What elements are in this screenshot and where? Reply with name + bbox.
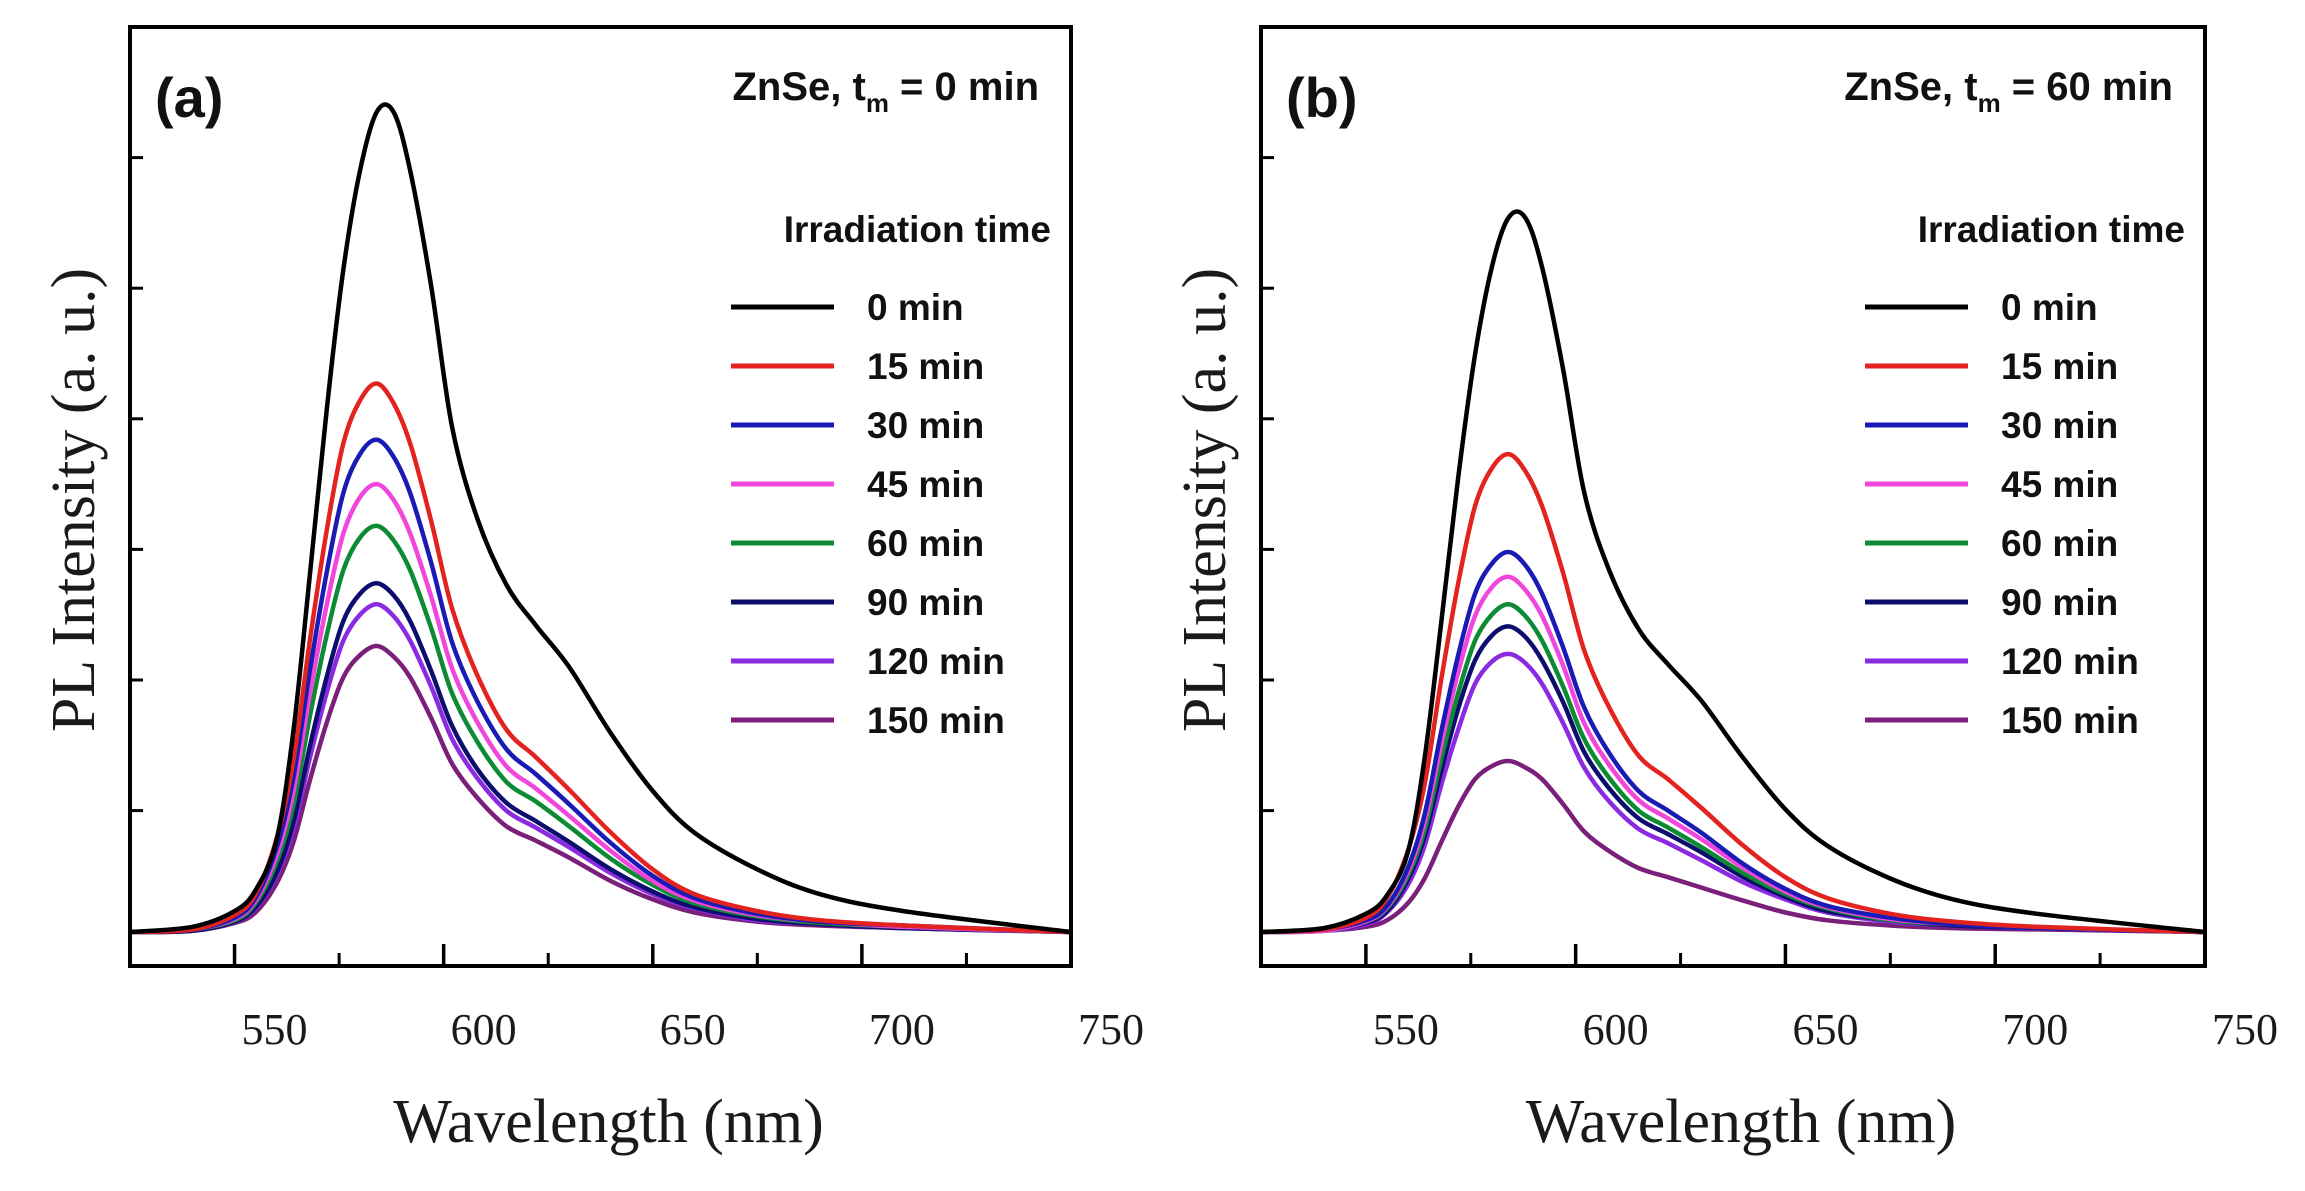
y-axis-label: PL Intensity (a. u.) (1171, 268, 1239, 732)
legend-item: 0 min (731, 287, 964, 328)
legend-title: Irradiation time (784, 209, 1051, 250)
x-tick-label: 550 (242, 1005, 308, 1054)
legend-label: 120 min (2001, 641, 2139, 682)
x-tick-label: 650 (1792, 1005, 1858, 1054)
legend-item: 30 min (1865, 405, 2118, 446)
legend-label: 90 min (867, 582, 984, 623)
y-axis-label: PL Intensity (a. u.) (40, 268, 108, 732)
series-group (1261, 209, 2205, 935)
title-suffix: = 0 min (889, 65, 1039, 109)
legend: Irradiation time 0 min 15 min 30 min 45 min 6… (731, 209, 1051, 741)
panel-condition-title: ZnSe, tm = 60 min (1844, 65, 2173, 118)
legend-label: 0 min (867, 287, 964, 328)
series-line-90-min (130, 581, 1071, 935)
series-line-30-min (130, 437, 1071, 935)
legend-label: 120 min (867, 641, 1005, 682)
legend-item: 120 min (1865, 641, 2139, 682)
panel-b: 550 600 650 700 750 Wavelength (nm) PL Intensi… (1171, 25, 2278, 1156)
panel-letter: (b) (1286, 66, 1358, 129)
legend-item: 60 min (731, 523, 984, 564)
series-line-30-min (1261, 549, 2205, 935)
legend-item: 120 min (731, 641, 1005, 682)
plot-frame (128, 25, 1073, 968)
x-tick-label: 600 (1583, 1005, 1649, 1054)
legend-item: 45 min (1865, 464, 2118, 505)
legend-label: 15 min (2001, 346, 2118, 387)
legend-label: 45 min (867, 464, 984, 505)
title-suffix: = 60 min (2001, 65, 2173, 109)
legend-label: 150 min (2001, 700, 2139, 741)
title-prefix: ZnSe, t (1844, 65, 1977, 109)
legend-item: 15 min (731, 346, 984, 387)
legend-label: 30 min (2001, 405, 2118, 446)
title-subscript: m (866, 88, 889, 118)
legend-label: 15 min (867, 346, 984, 387)
legend-item: 30 min (731, 405, 984, 446)
legend-item: 150 min (1865, 700, 2139, 741)
legend-label: 45 min (2001, 464, 2118, 505)
series-group (130, 102, 1071, 935)
x-tick-label: 750 (1078, 1005, 1144, 1054)
legend-label: 0 min (2001, 287, 2098, 328)
x-tick-label: 700 (2002, 1005, 2068, 1054)
x-axis-label: Wavelength (nm) (1526, 1088, 1957, 1156)
panel-condition-title: ZnSe, tm = 0 min (732, 65, 1039, 118)
legend: Irradiation time 0 min 15 min 30 min 45 min 6… (1865, 209, 2185, 741)
x-tick-label: 600 (451, 1005, 517, 1054)
x-tick-label: 750 (2212, 1005, 2278, 1054)
legend-label: 60 min (2001, 523, 2118, 564)
series-line-0-min (130, 102, 1071, 935)
plot-frame (1259, 25, 2207, 968)
x-tick-label: 550 (1373, 1005, 1439, 1054)
legend-item: 0 min (1865, 287, 2098, 328)
series-line-150-min (130, 643, 1071, 935)
title-subscript: m (1978, 88, 2001, 118)
x-tick-label: 650 (660, 1005, 726, 1054)
legend-item: 15 min (1865, 346, 2118, 387)
series-line-150-min (1261, 758, 2205, 935)
x-tick-label: 700 (869, 1005, 935, 1054)
legend-label: 150 min (867, 700, 1005, 741)
legend-label: 60 min (867, 523, 984, 564)
panel-letter: (a) (155, 66, 223, 129)
legend-label: 30 min (867, 405, 984, 446)
legend-item: 90 min (731, 582, 984, 623)
x-axis-label: Wavelength (nm) (393, 1088, 824, 1156)
series-line-0-min (1261, 209, 2205, 935)
legend-item: 60 min (1865, 523, 2118, 564)
title-prefix: ZnSe, t (732, 65, 865, 109)
legend-item: 150 min (731, 700, 1005, 741)
legend-item: 45 min (731, 464, 984, 505)
legend-item: 90 min (1865, 582, 2118, 623)
legend-title: Irradiation time (1918, 209, 2185, 250)
legend-label: 90 min (2001, 582, 2118, 623)
panel-a: 550 600 650 700 750 Wavelength (nm) PL Intensi… (40, 25, 1144, 1156)
